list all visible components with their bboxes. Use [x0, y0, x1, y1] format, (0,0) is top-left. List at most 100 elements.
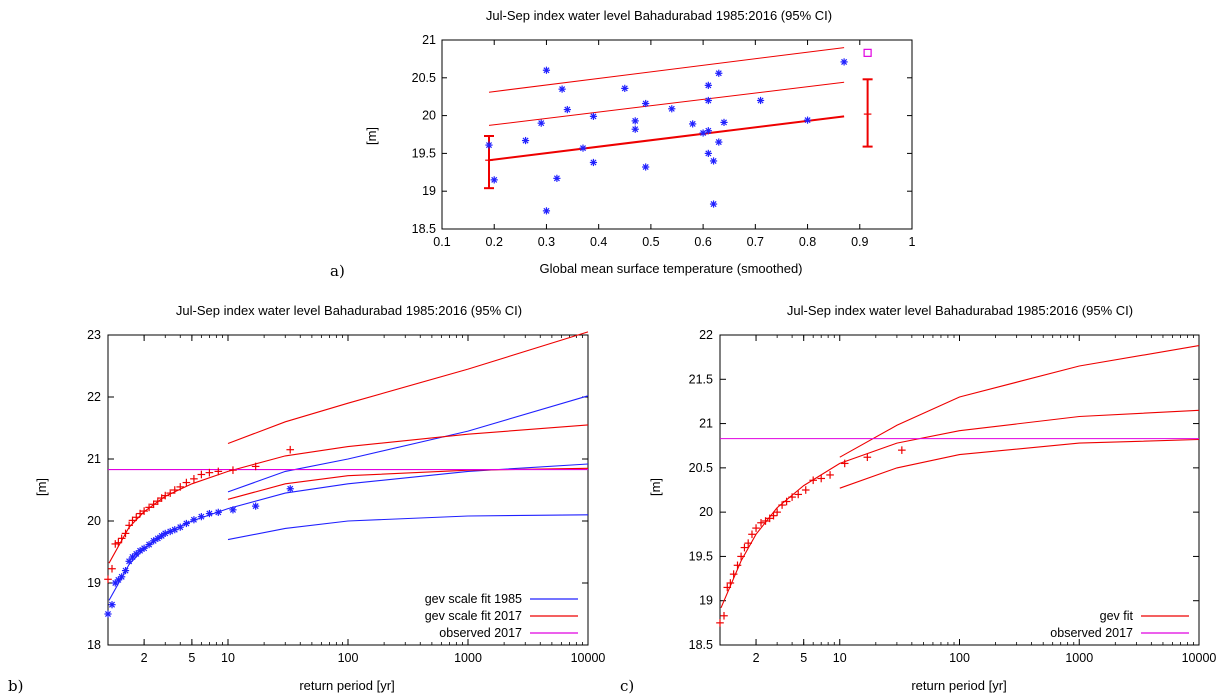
panel-a-data-point — [563, 105, 571, 114]
panel-a-data-point — [668, 105, 676, 113]
panel-c-observation — [737, 552, 745, 561]
panel-b-xlabel: return period [yr] — [299, 678, 394, 693]
panel-a-xtick-label: 0.4 — [590, 235, 607, 249]
panel-b-observation-1985 — [252, 502, 260, 510]
panel-a-data-point — [542, 207, 551, 215]
panel-b-observation-1985 — [205, 509, 214, 518]
panel-a-data-point — [579, 144, 587, 152]
panel-c-ylabel: [m] — [648, 478, 663, 496]
panel-c-legend: gev fit observed 2017 — [1050, 609, 1189, 640]
panel-a-xtick-label: 0.1 — [433, 235, 450, 249]
panel-a-data-point — [689, 120, 697, 128]
panel-b-observation-2017 — [286, 445, 295, 454]
panel-c-legend-label: observed 2017 — [1050, 626, 1133, 640]
panel-a-data-point — [704, 96, 712, 105]
panel-c-ytick-label: 18.5 — [689, 638, 713, 652]
panel-b-observation-2017 — [132, 513, 141, 522]
panel-c-observation — [723, 583, 732, 592]
panel-c-ytick-label: 21 — [699, 417, 713, 431]
panel-a-xtick-label: 0.3 — [538, 235, 555, 249]
panel-b-observation-1985 — [125, 557, 133, 565]
panel-a-xtick-label: 0.6 — [694, 235, 711, 249]
panel-b-plot: 2 5 10 100 1000 10000 18 19 20 21 22 23 — [87, 328, 605, 665]
panel-c-observation — [748, 530, 756, 539]
panel-c-legend-label: gev fit — [1100, 609, 1134, 623]
panel-b-xtick-label: 10000 — [571, 651, 606, 665]
panel-b-observation-2017 — [205, 468, 214, 477]
panel-a-data-point — [715, 138, 723, 146]
panel-b-xtick-label: 2 — [141, 651, 148, 665]
panel-a: Jul-Sep index water level Bahadurabad 19… — [330, 8, 916, 280]
panel-a-ytick-label: 20.5 — [412, 71, 436, 85]
panel-a-xtick-label: 0.2 — [486, 235, 503, 249]
panel-b-observation-2017 — [125, 521, 133, 530]
panel-c-red-lower-bound — [839, 438, 1200, 489]
panel-c-red-upper-bound — [839, 345, 1200, 458]
panel-a-xtick-label: 0.7 — [747, 235, 764, 249]
panel-a-plot: 0.1 0.2 0.3 0.4 0.5 0.6 0.7 0.8 0.9 1 18.5 19 19.5 20… — [412, 33, 916, 249]
panel-a-data-point — [485, 141, 493, 149]
panel-c-observation — [863, 453, 872, 462]
panel-c-observation — [757, 518, 765, 527]
panel-b-label: b) — [8, 677, 23, 695]
panel-a-data-point — [840, 58, 848, 66]
panel-a-data-point — [553, 174, 561, 182]
panel-b-ytick-label: 18 — [87, 638, 101, 652]
panel-b-xtick-label: 5 — [188, 651, 195, 665]
panel-b-legend-label: gev scale fit 2017 — [425, 609, 522, 623]
panel-b-observation-2017 — [117, 534, 126, 543]
panel-a-data-point — [709, 200, 718, 208]
panel-c-observation — [769, 511, 778, 520]
panel-a-xtick-label: 0.9 — [851, 235, 868, 249]
panel-b-xtick-label: 100 — [338, 651, 359, 665]
panel-b-observation-1985 — [176, 523, 184, 531]
panel-b-observation-2017 — [251, 462, 260, 471]
panel-a-errorbar-center — [863, 110, 872, 118]
panel-a-ytick-label: 19 — [422, 184, 436, 198]
panel-c-ytick-label: 19 — [699, 594, 713, 608]
panel-b-xtick-label: 10 — [221, 651, 235, 665]
panel-b-observation-2017 — [229, 466, 237, 474]
panel-c-xlabel: return period [yr] — [911, 678, 1006, 693]
panel-a-xtick-label: 0.5 — [642, 235, 659, 249]
panel-b-observation-1985 — [128, 553, 137, 561]
panel-a-errorbar-center — [485, 156, 493, 165]
panel-a-data-point — [542, 66, 551, 74]
panel-b-observation-1985 — [154, 534, 162, 542]
panel-a-data-point — [589, 112, 598, 120]
panel-b-observation-2017 — [214, 467, 223, 476]
panel-b-observation-1985 — [121, 567, 130, 575]
panel-a-data-point — [720, 118, 728, 127]
panel-c-observation — [788, 493, 796, 501]
panel-b-ytick-label: 19 — [87, 576, 101, 590]
panel-b-observation-2017 — [176, 483, 185, 491]
panel-c-observation — [801, 486, 810, 494]
panel-c-observation — [826, 471, 834, 479]
panel-c-observation — [840, 459, 849, 468]
panel-a-data-point — [803, 116, 812, 124]
panel-c-observation — [729, 570, 738, 578]
panel-b-observation-1985 — [104, 610, 112, 618]
panel-c-observation — [733, 561, 742, 570]
panel-c-xtick-label: 10000 — [1182, 651, 1217, 665]
panel-a-title: Jul-Sep index water level Bahadurabad 19… — [486, 8, 832, 23]
panel-b-observation-1985 — [108, 601, 116, 609]
panel-a-data-point — [490, 176, 498, 184]
panel-a-label: a) — [330, 262, 345, 280]
panel-a-data-point — [631, 125, 639, 133]
panel-b-blue-upper-bound — [227, 395, 589, 493]
panel-b-observation-2017 — [121, 529, 130, 538]
panel-a-data-point — [589, 158, 598, 167]
panel-b-observation-2017 — [136, 509, 144, 518]
panel-c-observation — [744, 539, 753, 547]
panel-a-fit-central — [488, 115, 845, 162]
panel-b-legend-label: gev scale fit 1985 — [425, 592, 522, 606]
panel-a-data-point — [642, 99, 650, 108]
panel-c-label: c) — [620, 677, 634, 695]
panel-c-red-central-line — [720, 409, 1200, 609]
panel-b-observation-1985 — [190, 516, 198, 524]
panel-b-legend-label: observed 2017 — [439, 626, 522, 640]
panel-a-data-point — [704, 81, 712, 89]
panel-b-observation-1985 — [229, 506, 237, 514]
panel-c-observation — [716, 619, 724, 627]
